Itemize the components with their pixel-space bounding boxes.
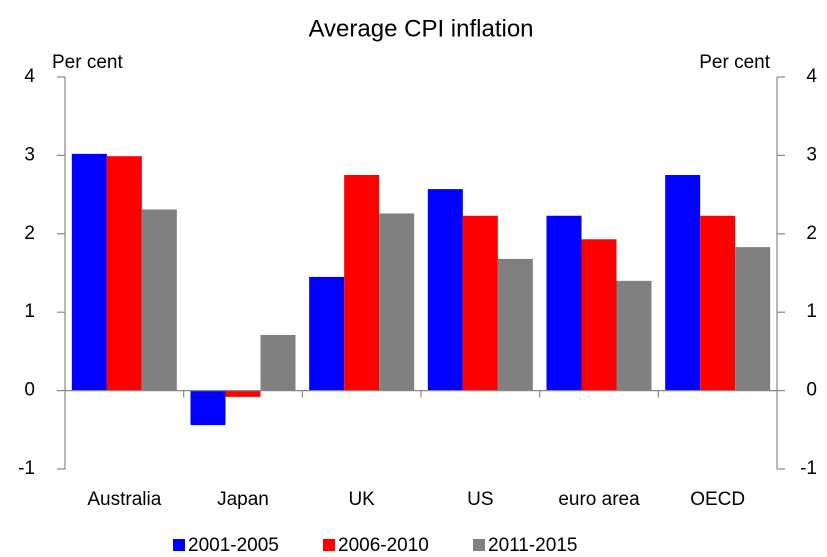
y-tick-label: 2 bbox=[24, 223, 35, 244]
bar bbox=[462, 215, 498, 391]
y2-tick-label: 1 bbox=[806, 301, 817, 322]
x-tick-label: Japan bbox=[217, 489, 269, 510]
y2-tick-label: 0 bbox=[806, 380, 817, 401]
bar bbox=[735, 247, 771, 391]
y2-tick-label: 2 bbox=[806, 223, 817, 244]
legend-swatch bbox=[473, 539, 485, 551]
bar bbox=[260, 334, 296, 391]
bar bbox=[71, 153, 107, 391]
y-tick-label: 3 bbox=[24, 144, 35, 165]
bar bbox=[427, 189, 463, 391]
bar bbox=[344, 175, 380, 391]
bar bbox=[190, 390, 226, 426]
x-tick-label: OECD bbox=[690, 489, 745, 510]
bar bbox=[141, 209, 177, 391]
legend-label: 2006-2010 bbox=[338, 535, 429, 556]
x-tick-label: UK bbox=[348, 489, 375, 510]
bar bbox=[225, 390, 261, 397]
y2-tick-label: -1 bbox=[800, 458, 817, 479]
y2-axis-label: Per cent bbox=[699, 52, 770, 73]
legend-label: 2011-2015 bbox=[488, 535, 577, 556]
x-tick-label: euro area bbox=[558, 489, 640, 510]
legend-swatch bbox=[323, 539, 335, 551]
bar bbox=[616, 280, 652, 391]
bar bbox=[309, 276, 345, 391]
bar bbox=[665, 175, 701, 391]
x-tick-label: Australia bbox=[87, 489, 161, 510]
y-tick-label: -1 bbox=[18, 458, 35, 479]
legend-swatch bbox=[173, 539, 185, 551]
bar bbox=[497, 258, 533, 391]
y-axis-label: Per cent bbox=[52, 52, 123, 73]
bar bbox=[700, 215, 736, 391]
bar bbox=[106, 156, 142, 391]
y-tick-label: 4 bbox=[24, 66, 35, 87]
y2-tick-label: 3 bbox=[806, 144, 817, 165]
legend-label: 2001-2005 bbox=[188, 535, 279, 556]
bar bbox=[546, 215, 582, 391]
x-tick-label: US bbox=[467, 489, 493, 510]
y2-tick-label: 4 bbox=[806, 66, 817, 87]
y-tick-label: 0 bbox=[24, 380, 35, 401]
chart-title: Average CPI inflation bbox=[308, 15, 533, 42]
bar bbox=[379, 213, 415, 391]
y-tick-label: 1 bbox=[24, 301, 35, 322]
bar bbox=[581, 239, 617, 391]
